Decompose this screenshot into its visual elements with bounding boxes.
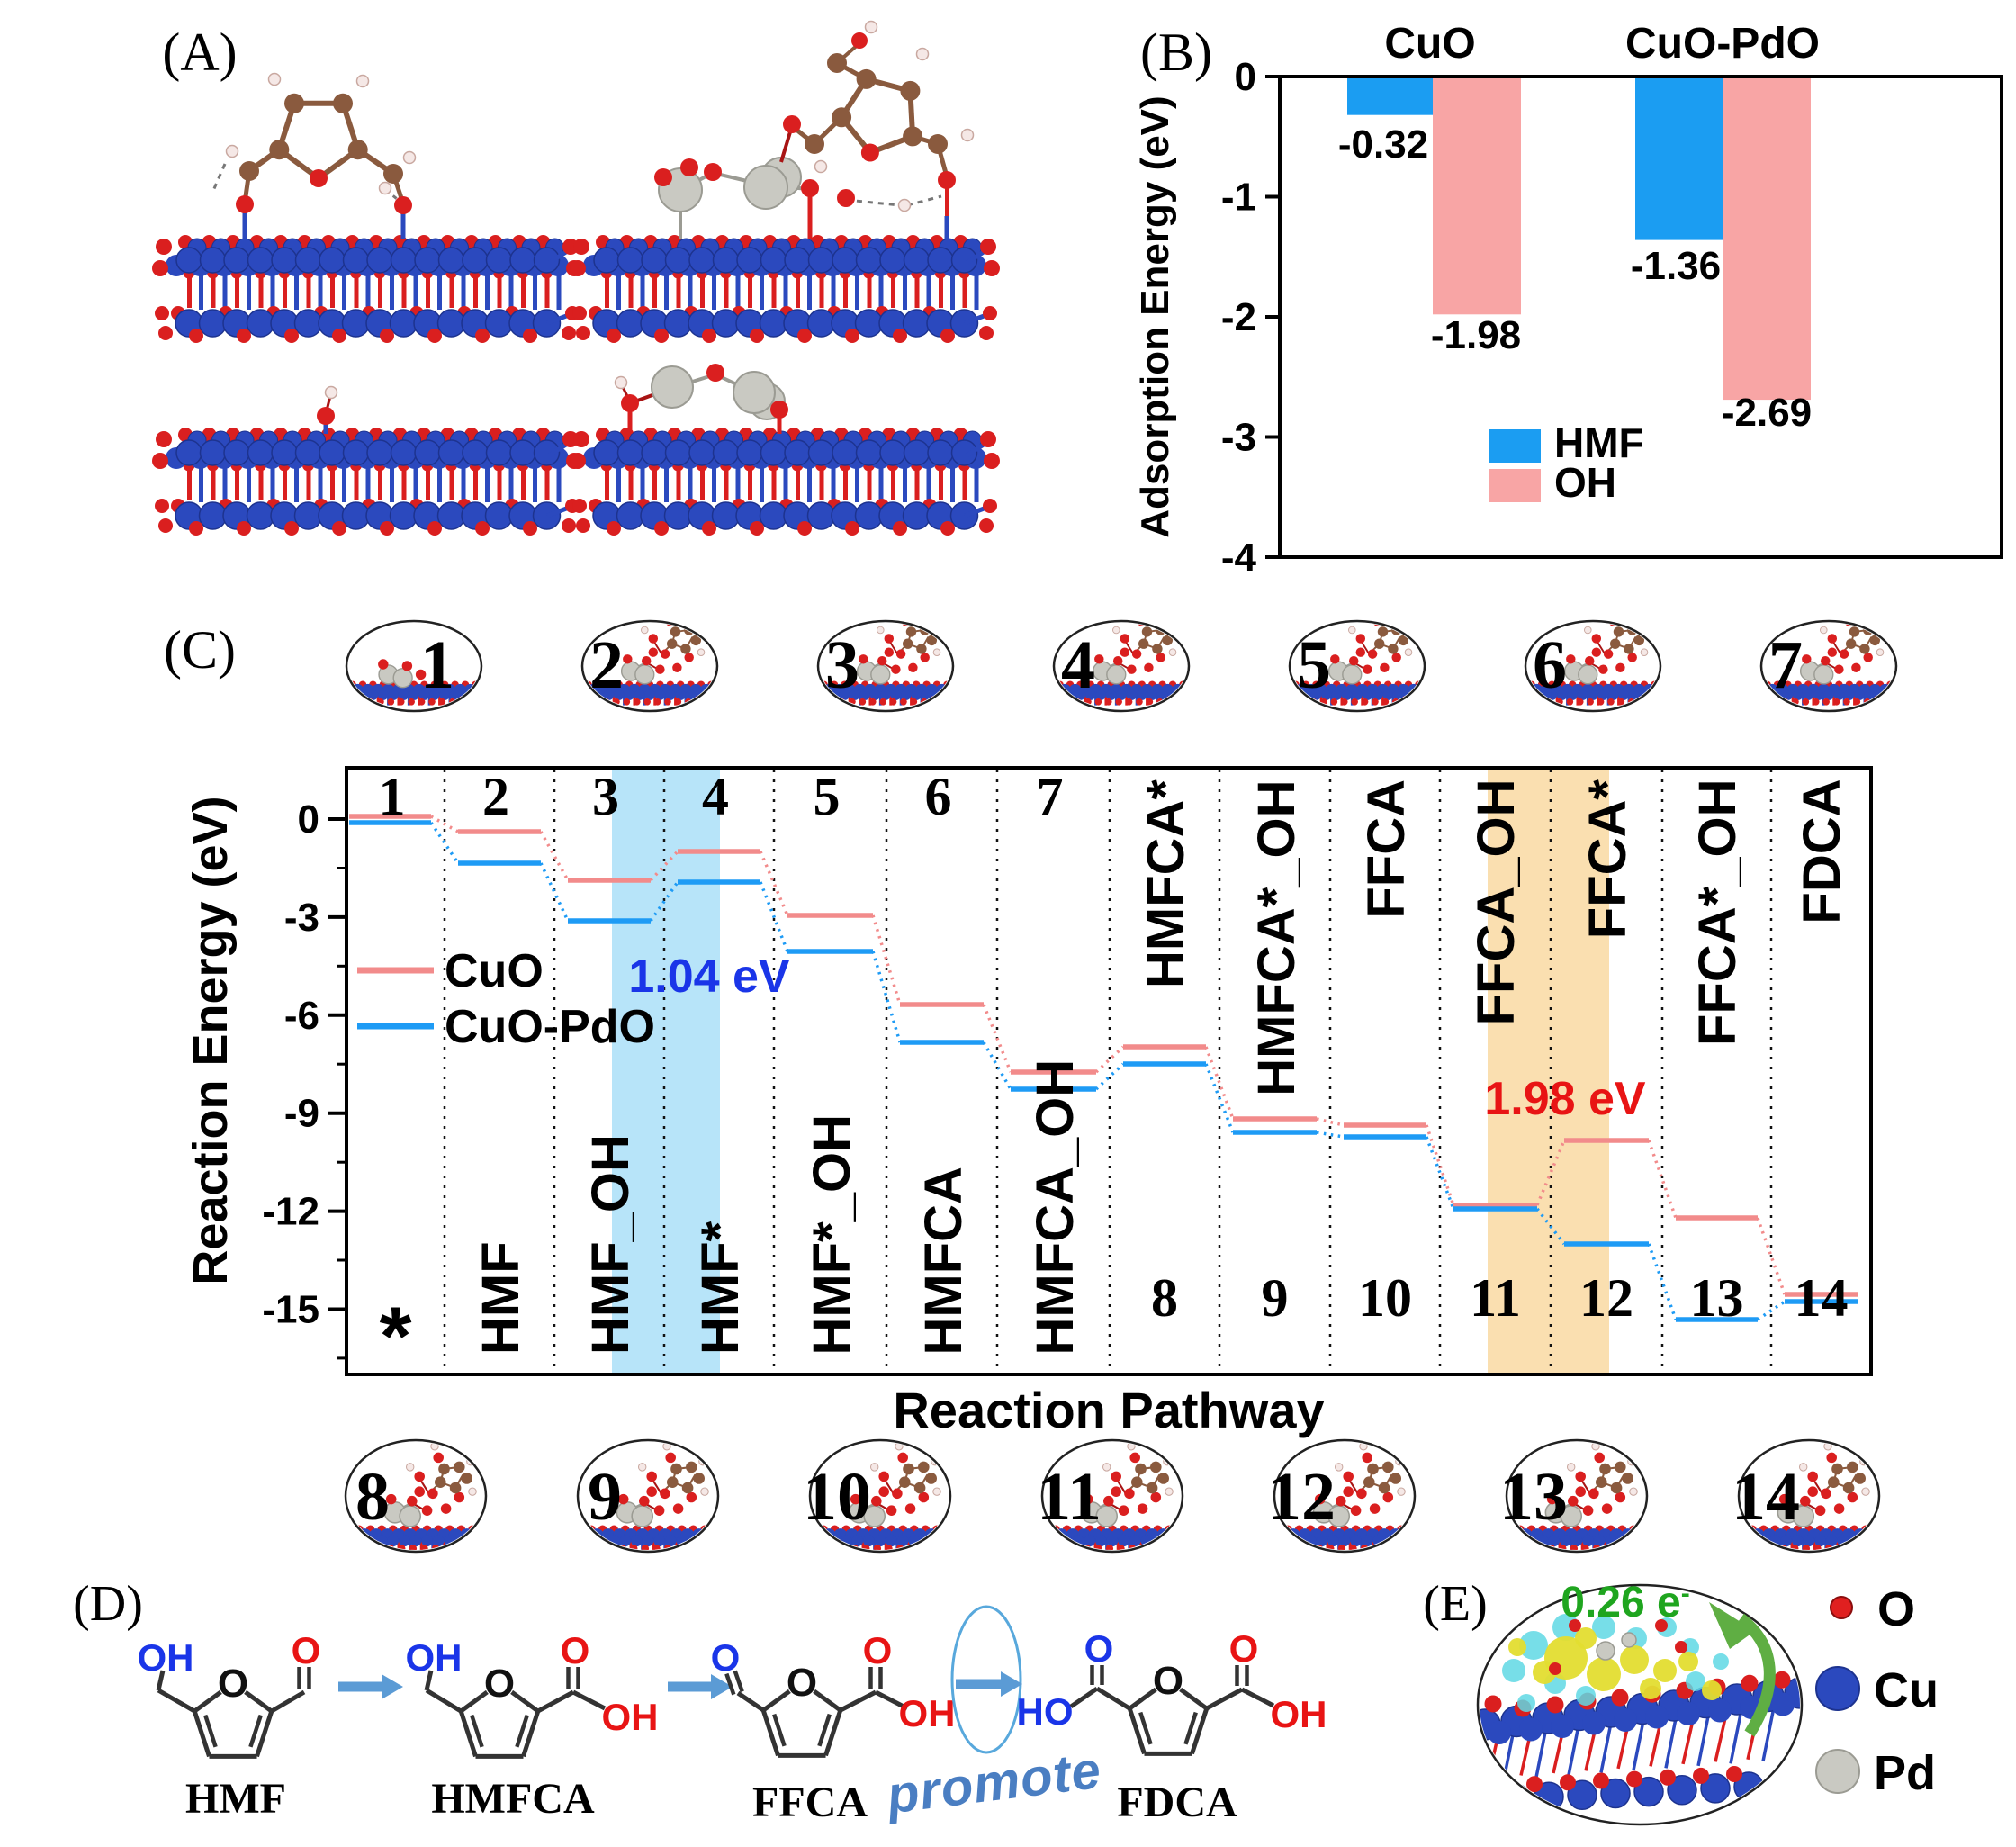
svg-text:FFCA: FFCA (752, 1779, 868, 1826)
svg-text:(E): (E) (1423, 1576, 1488, 1632)
svg-text:(C): (C) (164, 620, 236, 680)
svg-text:CuO: CuO (445, 945, 544, 997)
svg-text:0.26 e-: 0.26 e- (1561, 1579, 1689, 1626)
svg-text:FFCA: FFCA (1357, 779, 1416, 919)
svg-text:HMF*: HMF* (691, 1221, 750, 1355)
svg-text:-3: -3 (1221, 416, 1256, 460)
svg-text:5: 5 (814, 767, 841, 826)
svg-text:1.98 eV: 1.98 eV (1484, 1073, 1646, 1125)
svg-text:*: * (380, 1291, 412, 1383)
svg-text:-3: -3 (284, 896, 320, 940)
svg-text:(A): (A) (162, 23, 237, 82)
svg-text:3: 3 (825, 627, 860, 703)
svg-text:0: 0 (298, 797, 320, 842)
svg-text:(D): (D) (73, 1576, 143, 1632)
svg-text:14: 14 (1732, 1459, 1800, 1535)
svg-text:-2.69: -2.69 (1722, 391, 1812, 435)
svg-text:FFCA*: FFCA* (1579, 779, 1637, 940)
svg-text:O: O (787, 1661, 817, 1705)
svg-text:7: 7 (1768, 627, 1803, 703)
svg-text:14: 14 (1795, 1268, 1849, 1328)
svg-text:-1.98: -1.98 (1431, 313, 1521, 357)
svg-text:7: 7 (1037, 767, 1064, 826)
svg-text:OH: OH (138, 1636, 194, 1679)
svg-text:-0.32: -0.32 (1338, 122, 1428, 167)
svg-text:-12: -12 (262, 1190, 320, 1234)
svg-text:FFCA_OH: FFCA_OH (1467, 779, 1526, 1026)
svg-text:O: O (711, 1636, 741, 1679)
svg-text:Reaction Pathway: Reaction Pathway (893, 1382, 1324, 1438)
svg-text:OH: OH (1271, 1693, 1328, 1735)
svg-text:9: 9 (588, 1459, 622, 1535)
svg-text:FFCA*_OH: FFCA*_OH (1688, 779, 1747, 1046)
svg-text:12: 12 (1267, 1459, 1336, 1535)
svg-text:FDCA: FDCA (1117, 1779, 1238, 1826)
svg-text:FDCA: FDCA (1793, 779, 1851, 924)
svg-text:10: 10 (803, 1459, 871, 1535)
svg-text:4: 4 (702, 767, 729, 826)
svg-text:O: O (561, 1629, 590, 1671)
svg-text:OH: OH (899, 1692, 956, 1734)
svg-text:HMFCA: HMFCA (431, 1775, 595, 1823)
svg-text:Reaction Energy (eV): Reaction Energy (eV) (184, 796, 238, 1284)
svg-text:(B): (B) (1140, 23, 1212, 82)
svg-text:-9: -9 (284, 1092, 320, 1136)
svg-text:HMF: HMF (472, 1241, 530, 1355)
svg-text:O: O (1229, 1627, 1259, 1670)
svg-text:CuO-PdO: CuO-PdO (1625, 20, 1820, 68)
svg-text:6: 6 (925, 767, 952, 826)
svg-text:OH: OH (406, 1636, 463, 1679)
svg-text:1.04 eV: 1.04 eV (628, 951, 790, 1003)
svg-text:HMFCA: HMFCA (914, 1167, 973, 1355)
svg-text:HMFCA*_OH: HMFCA*_OH (1247, 780, 1306, 1096)
svg-text:6: 6 (1533, 627, 1567, 703)
svg-text:0: 0 (1235, 55, 1256, 99)
svg-text:HMF_OH: HMF_OH (581, 1134, 640, 1355)
svg-text:10: 10 (1358, 1268, 1412, 1328)
svg-text:OH: OH (1554, 459, 1616, 506)
svg-text:HMF*_OH: HMF*_OH (803, 1114, 861, 1355)
svg-text:O: O (1153, 1659, 1184, 1703)
svg-text:11: 11 (1470, 1268, 1521, 1328)
svg-text:O: O (1084, 1627, 1114, 1670)
svg-text:HMFCA*: HMFCA* (1137, 779, 1195, 988)
svg-text:-15: -15 (262, 1288, 320, 1332)
svg-text:O: O (218, 1662, 248, 1706)
svg-text:1: 1 (420, 627, 454, 703)
svg-text:-6: -6 (284, 994, 320, 1038)
svg-text:4: 4 (1061, 627, 1095, 703)
svg-text:HMF: HMF (185, 1775, 286, 1823)
svg-text:3: 3 (592, 767, 619, 826)
svg-text:O: O (292, 1629, 321, 1671)
svg-text:8: 8 (1151, 1268, 1178, 1328)
svg-text:O: O (484, 1662, 515, 1706)
svg-text:-2: -2 (1221, 295, 1256, 339)
svg-text:-1: -1 (1221, 176, 1256, 220)
svg-text:13: 13 (1499, 1459, 1568, 1535)
svg-text:11: 11 (1037, 1459, 1102, 1535)
svg-text:CuO: CuO (1384, 20, 1475, 68)
svg-text:2: 2 (590, 627, 624, 703)
svg-text:2: 2 (482, 767, 509, 826)
svg-text:-4: -4 (1221, 536, 1257, 580)
svg-text:9: 9 (1262, 1268, 1289, 1328)
svg-text:HMFCA_OH: HMFCA_OH (1026, 1059, 1084, 1356)
svg-text:13: 13 (1690, 1268, 1744, 1328)
svg-text:1: 1 (379, 767, 406, 826)
svg-text:HO: HO (1017, 1690, 1074, 1733)
svg-text:Adsorption Energy (eV): Adsorption Energy (eV) (1133, 95, 1177, 537)
svg-text:Pd: Pd (1874, 1746, 1936, 1800)
svg-text:CuO-PdO: CuO-PdO (445, 1001, 655, 1053)
svg-text:5: 5 (1297, 627, 1331, 703)
svg-text:O: O (1877, 1582, 1915, 1636)
svg-text:-1.36: -1.36 (1631, 244, 1721, 288)
svg-text:HMF: HMF (1554, 419, 1644, 466)
svg-text:OH: OH (602, 1696, 659, 1738)
svg-text:Cu: Cu (1874, 1663, 1939, 1717)
svg-text:12: 12 (1580, 1268, 1634, 1328)
svg-text:O: O (863, 1629, 893, 1671)
svg-text:8: 8 (356, 1459, 390, 1535)
